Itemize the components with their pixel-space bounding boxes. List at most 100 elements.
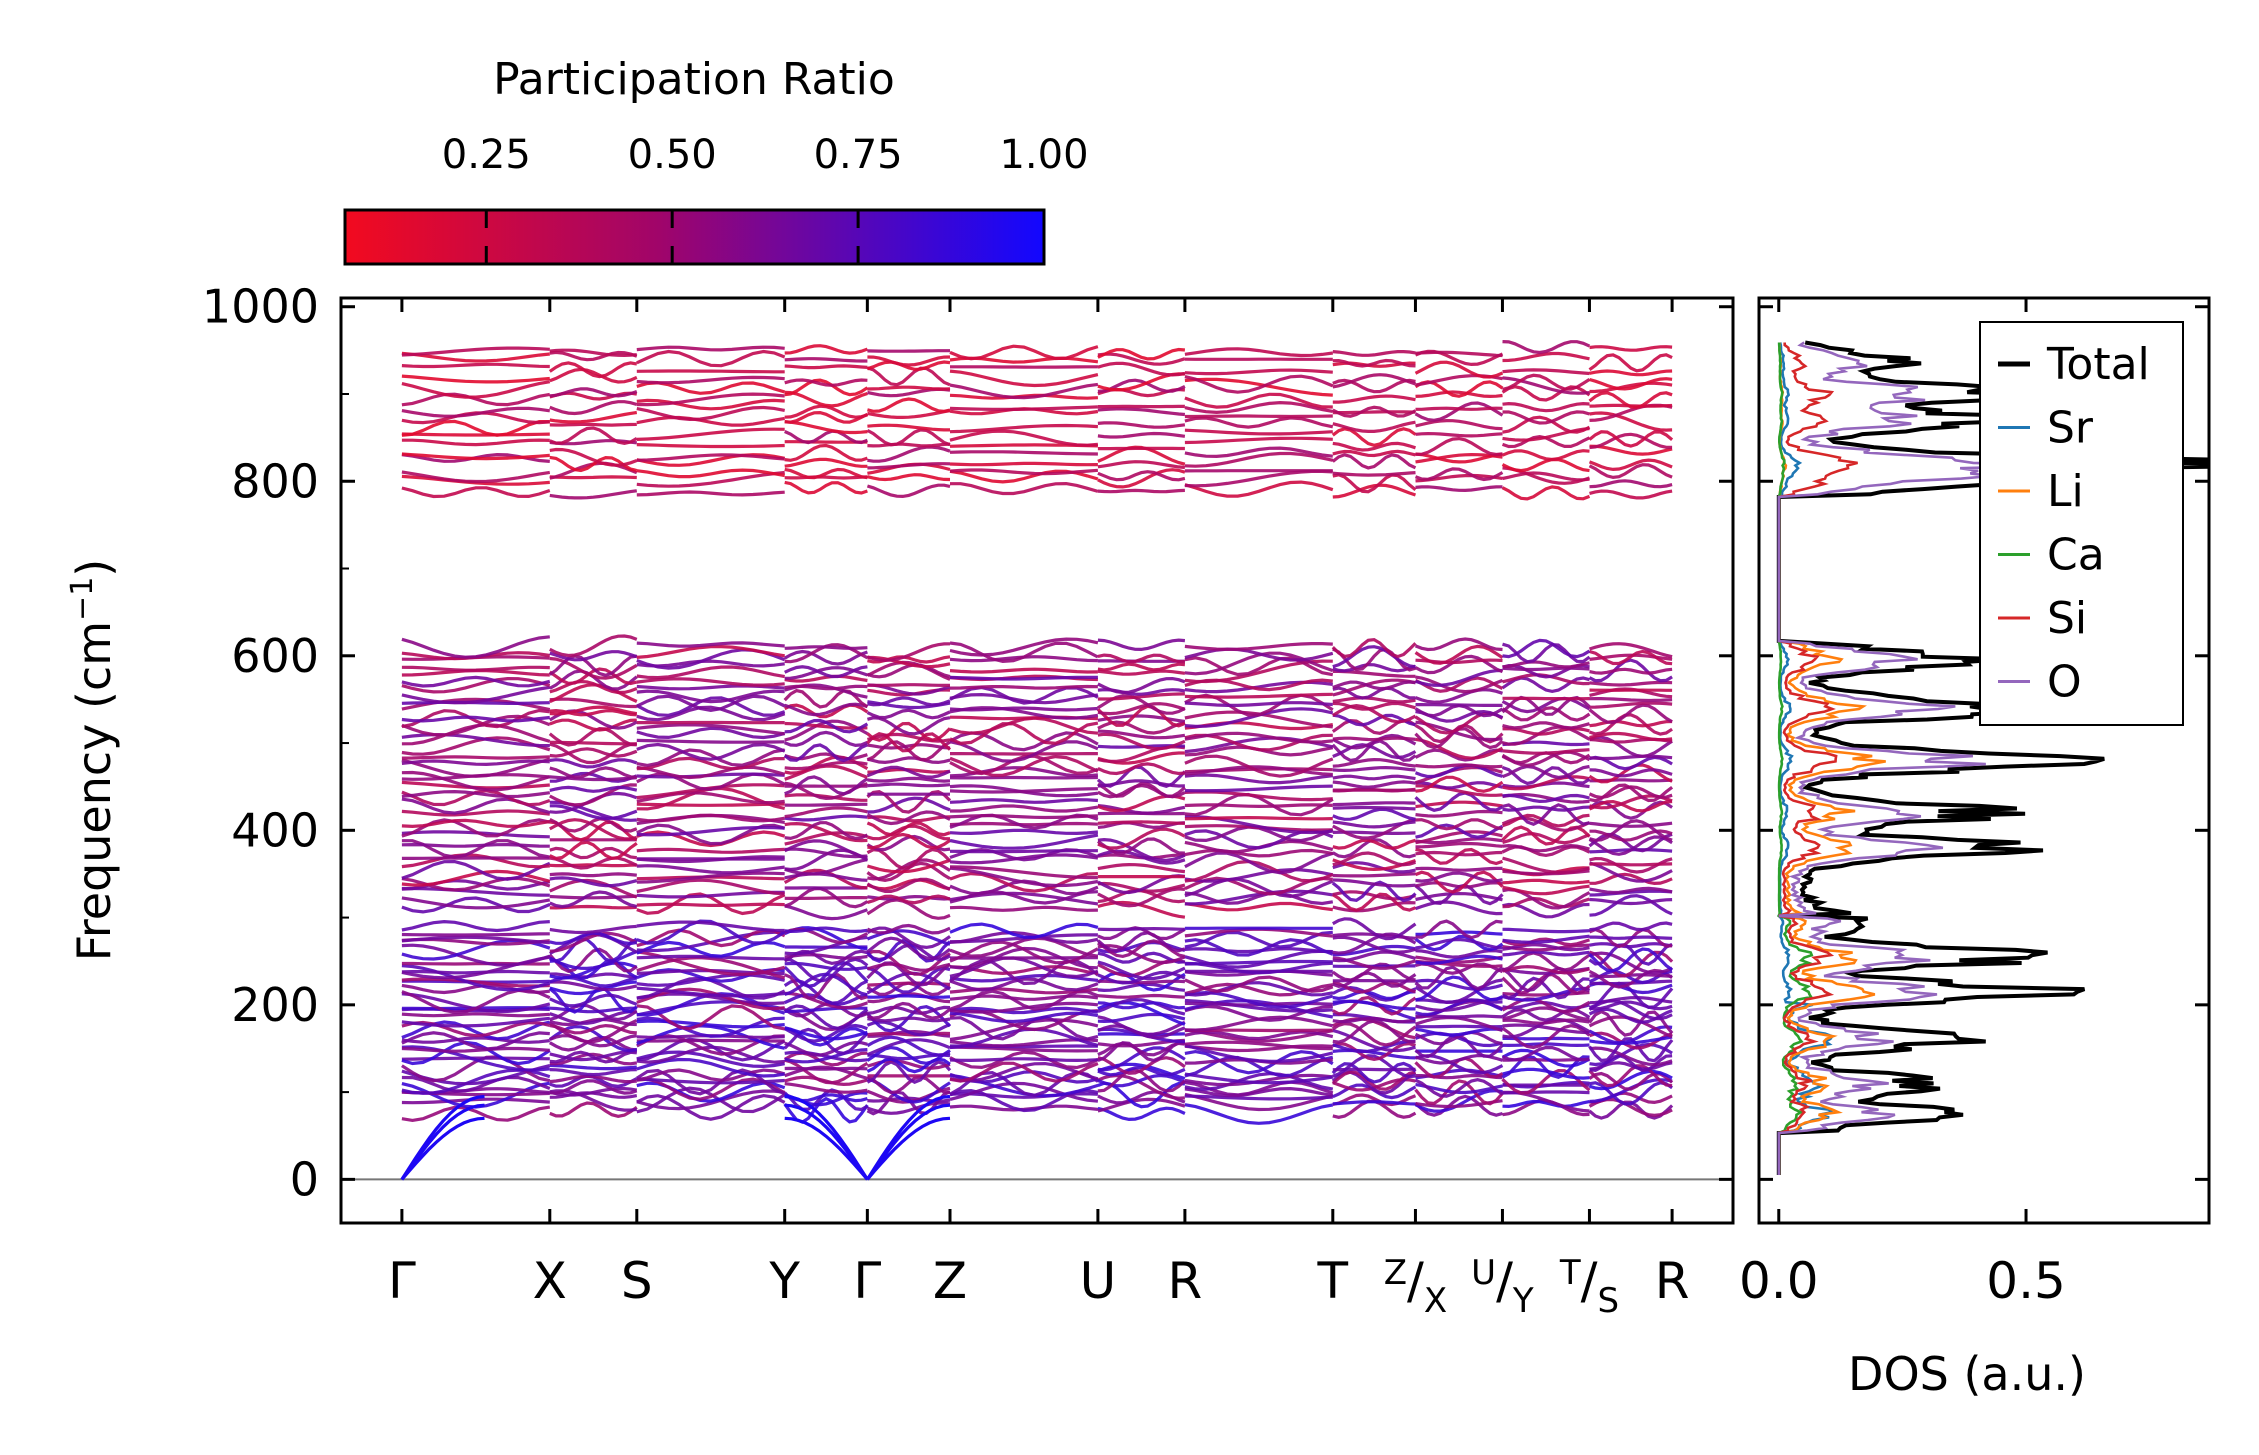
band-line: [548, 667, 638, 686]
band-line: [1332, 686, 1416, 700]
band-line: [949, 754, 1099, 777]
band-line: [784, 344, 868, 355]
band-line: [949, 814, 1098, 820]
band-line: [401, 896, 551, 914]
band-line: [784, 1006, 868, 1013]
band-line: [1332, 838, 1416, 859]
band-line: [401, 736, 551, 756]
band-line: [1415, 937, 1503, 950]
band-line: [949, 429, 1099, 447]
acoustic-branch: [784, 1116, 869, 1181]
band-line: [1588, 703, 1673, 725]
band-line: [636, 726, 786, 740]
band-line: [1589, 1046, 1673, 1067]
band-line: [1502, 943, 1590, 952]
band-line: [784, 806, 868, 819]
dos-line-o: [1777, 341, 2066, 1175]
band-line: [867, 683, 951, 688]
band-line: [867, 473, 951, 482]
band-line: [1588, 391, 1673, 410]
band-line: [1502, 1099, 1590, 1109]
band-line: [1415, 841, 1503, 849]
band-line: [1502, 340, 1591, 355]
band-line: [867, 1031, 951, 1037]
k-label: T: [1317, 1252, 1349, 1310]
legend-label: Ca: [2047, 530, 2105, 581]
band-line: [1589, 719, 1673, 728]
band-line: [636, 813, 785, 823]
band-line: [549, 410, 638, 424]
band-line: [636, 738, 785, 744]
band-line: [1332, 900, 1416, 913]
band-line: [1589, 731, 1673, 742]
band-line: [636, 791, 785, 805]
band-line: [784, 475, 868, 480]
band-line: [549, 840, 638, 861]
band-line: [1184, 374, 1334, 394]
band-line: [1502, 832, 1591, 845]
band-line: [549, 937, 638, 963]
band-line: [1184, 1094, 1333, 1101]
band-line: [950, 1044, 1098, 1049]
band-line: [636, 415, 785, 427]
band-line: [1332, 872, 1416, 878]
band-line: [1184, 868, 1334, 883]
band-line: [549, 878, 638, 899]
band-line: [1096, 971, 1186, 992]
band-line: [401, 1020, 551, 1041]
band-line: [783, 743, 869, 763]
band-line: [784, 1048, 868, 1064]
band-line: [1415, 763, 1503, 769]
band-line: [401, 896, 551, 910]
band-line: [549, 1079, 638, 1095]
band-line: [1414, 870, 1504, 894]
band-line: [549, 1068, 637, 1077]
band-line: [1184, 377, 1333, 397]
band-line: [636, 902, 785, 907]
band-line: [401, 1046, 550, 1053]
band-line: [1589, 411, 1673, 432]
band-line: [1414, 360, 1504, 379]
band-line: [636, 453, 785, 462]
band-line: [1097, 1106, 1186, 1122]
band-line: [1589, 680, 1673, 687]
band-line: [1332, 449, 1416, 458]
band-line: [1097, 926, 1185, 932]
band-line: [866, 894, 951, 905]
band-line: [1184, 416, 1334, 429]
band-line: [949, 1092, 1098, 1099]
band-line: [636, 392, 785, 407]
band-line: [1331, 1061, 1417, 1084]
band-line: [949, 1001, 1099, 1014]
band-line: [1184, 701, 1333, 707]
band-line: [1184, 1049, 1334, 1075]
band-line: [1588, 353, 1673, 373]
band-line: [1502, 1090, 1590, 1113]
band-line: [1589, 889, 1673, 897]
band-line: [1184, 1030, 1334, 1041]
band-line: [549, 785, 638, 793]
band-line: [401, 789, 551, 799]
band-line: [401, 964, 551, 992]
band-line: [401, 1016, 550, 1028]
band-line: [401, 406, 551, 418]
band-line: [1097, 407, 1186, 417]
band-line: [1415, 866, 1503, 872]
band-line: [867, 349, 950, 353]
band-line: [1589, 872, 1673, 886]
band-line: [783, 1004, 869, 1030]
band-line: [636, 1089, 785, 1111]
band-line: [1184, 1103, 1334, 1125]
band-line: [1332, 410, 1416, 415]
band-line: [1332, 373, 1417, 389]
band-line: [636, 748, 785, 768]
band-line: [867, 445, 951, 463]
band-line: [549, 742, 637, 765]
band-line: [401, 486, 551, 499]
band-line: [1097, 361, 1186, 377]
band-line: [866, 847, 952, 870]
band-line: [1332, 405, 1417, 418]
band-line: [549, 950, 638, 971]
band-line: [401, 1075, 551, 1093]
band-line: [1097, 900, 1186, 919]
